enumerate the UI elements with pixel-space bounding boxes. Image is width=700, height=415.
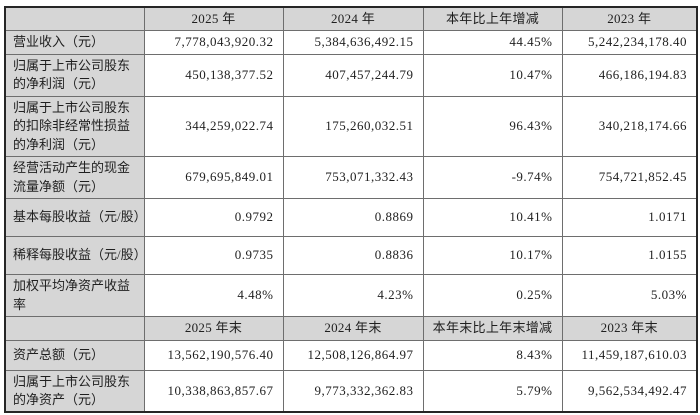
value-cell: 9,562,534,492.47 <box>561 369 698 413</box>
value-cell: 754,721,852.45 <box>561 156 698 200</box>
row-total-assets: 资产总额（元） 13,562,190,576.40 12,508,126,864… <box>4 339 698 371</box>
change-cell: 44.45% <box>422 30 563 55</box>
change-cell: 5.79% <box>422 369 563 413</box>
row-weighted-avg-roe: 加权平均净资产收益率 4.48% 4.23% 0.25% 5.03% <box>4 274 698 318</box>
row-operating-cash-flow: 经营活动产生的现金流量净额（元） 679,695,849.01 753,071,… <box>4 156 698 200</box>
col-header-2025-end: 2025 年末 <box>143 316 284 341</box>
value-cell: 12,508,126,864.97 <box>282 339 424 371</box>
value-cell: 4.23% <box>282 274 424 318</box>
corner-cell <box>4 316 145 341</box>
value-cell: 11,459,187,610.03 <box>561 339 698 371</box>
value-cell: 407,457,244.79 <box>282 53 424 97</box>
value-cell: 0.8836 <box>282 236 424 276</box>
row-label: 归属于上市公司股东的净利润（元） <box>4 53 145 97</box>
corner-cell <box>4 6 145 32</box>
financial-summary-table: 2025 年 2024 年 本年比上年增减 2023 年 营业收入（元） 7,7… <box>4 6 698 414</box>
col-header-2023: 2023 年 <box>561 6 698 32</box>
header-row-year-end: 2025 年末 2024 年末 本年末比上年末增减 2023 年末 <box>4 316 698 341</box>
value-cell: 5,384,636,492.15 <box>282 30 424 55</box>
value-cell: 340,218,174.66 <box>561 95 698 158</box>
row-operating-revenue: 营业收入（元） 7,778,043,920.32 5,384,636,492.1… <box>4 30 698 55</box>
row-label: 归属于上市公司股东的扣除非经常性损益的净利润（元） <box>4 95 145 158</box>
row-basic-eps: 基本每股收益（元/股） 0.9792 0.8869 10.41% 1.0171 <box>4 198 698 238</box>
change-cell: 0.25% <box>422 274 563 318</box>
value-cell: 175,260,032.51 <box>282 95 424 158</box>
value-cell: 0.9792 <box>143 198 284 238</box>
row-label: 归属于上市公司股东的净资产（元） <box>4 369 145 413</box>
value-cell: 0.9735 <box>143 236 284 276</box>
value-cell: 753,071,332.43 <box>282 156 424 200</box>
value-cell: 1.0171 <box>561 198 698 238</box>
change-cell: 10.17% <box>422 236 563 276</box>
row-label: 营业收入（元） <box>4 30 145 55</box>
col-header-2024: 2024 年 <box>282 6 424 32</box>
value-cell: 9,773,332,362.83 <box>282 369 424 413</box>
row-label: 基本每股收益（元/股） <box>4 198 145 238</box>
value-cell: 7,778,043,920.32 <box>143 30 284 55</box>
col-header-yoy-end-change: 本年末比上年末增减 <box>422 316 563 341</box>
value-cell: 13,562,190,576.40 <box>143 339 284 371</box>
value-cell: 466,186,194.83 <box>561 53 698 97</box>
row-net-profit: 归属于上市公司股东的净利润（元） 450,138,377.52 407,457,… <box>4 53 698 97</box>
col-header-2025: 2025 年 <box>143 6 284 32</box>
value-cell: 4.48% <box>143 274 284 318</box>
row-label: 稀释每股收益（元/股） <box>4 236 145 276</box>
col-header-yoy-change: 本年比上年增减 <box>422 6 563 32</box>
col-header-2024-end: 2024 年末 <box>282 316 424 341</box>
value-cell: 1.0155 <box>561 236 698 276</box>
value-cell: 450,138,377.52 <box>143 53 284 97</box>
row-net-profit-deducted: 归属于上市公司股东的扣除非经常性损益的净利润（元） 344,259,022.74… <box>4 95 698 158</box>
header-row-annual: 2025 年 2024 年 本年比上年增减 2023 年 <box>4 6 698 32</box>
value-cell: 0.8869 <box>282 198 424 238</box>
value-cell: 344,259,022.74 <box>143 95 284 158</box>
col-header-2023-end: 2023 年末 <box>561 316 698 341</box>
change-cell: 10.41% <box>422 198 563 238</box>
row-label: 资产总额（元） <box>4 339 145 371</box>
change-cell: 10.47% <box>422 53 563 97</box>
value-cell: 679,695,849.01 <box>143 156 284 200</box>
row-diluted-eps: 稀释每股收益（元/股） 0.9735 0.8836 10.17% 1.0155 <box>4 236 698 276</box>
row-label: 经营活动产生的现金流量净额（元） <box>4 156 145 200</box>
change-cell: -9.74% <box>422 156 563 200</box>
value-cell: 5,242,234,178.40 <box>561 30 698 55</box>
change-cell: 8.43% <box>422 339 563 371</box>
change-cell: 96.43% <box>422 95 563 158</box>
row-net-assets: 归属于上市公司股东的净资产（元） 10,338,863,857.67 9,773… <box>4 369 698 413</box>
value-cell: 5.03% <box>561 274 698 318</box>
value-cell: 10,338,863,857.67 <box>143 369 284 413</box>
row-label: 加权平均净资产收益率 <box>4 274 145 318</box>
